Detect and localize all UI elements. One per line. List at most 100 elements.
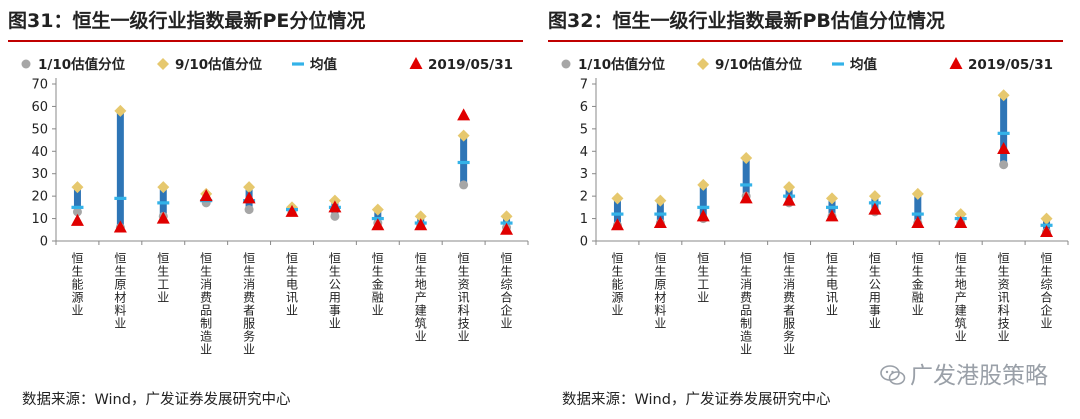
y-tick-label: 6 <box>580 100 588 115</box>
data-point <box>611 212 624 216</box>
data-point <box>825 209 839 222</box>
data-point <box>868 202 882 215</box>
category-label: 恒生能源业 <box>71 252 83 318</box>
legend-label: 2019/05/31 <box>968 57 1053 73</box>
data-point <box>610 218 624 231</box>
range-bar <box>914 193 922 224</box>
data-point <box>696 209 710 222</box>
data-point <box>654 194 667 207</box>
data-point <box>71 181 84 194</box>
data-point <box>330 211 340 221</box>
legend-label: 均值 <box>310 56 337 73</box>
category-label: 恒生资讯科技业 <box>998 252 1010 344</box>
data-point <box>782 193 796 206</box>
legend: 1/10估值分位 9/10估值分位 均值 2019/05/31 <box>561 56 1053 73</box>
category-label: 恒生消费品制造业 <box>200 252 212 357</box>
data-point <box>285 204 299 217</box>
legend-label: 均值 <box>850 56 878 73</box>
category-label: 恒生金融业 <box>912 252 924 318</box>
legend-item: 均值 <box>292 56 337 73</box>
data-point <box>997 142 1011 155</box>
y-tick-label: 50 <box>31 122 48 137</box>
data-point <box>70 213 84 226</box>
category-label: 恒生消费品制造业 <box>740 252 752 357</box>
figure-title: 图32：恒生一级行业指数最新PB估值分位情况 <box>548 10 945 32</box>
data-point <box>611 192 624 205</box>
data-point <box>500 222 514 235</box>
data-point <box>157 201 170 205</box>
range-bar <box>116 110 124 228</box>
category-label: 恒生原材料业 <box>654 252 666 331</box>
figure-title: 图31：恒生一级行业指数最新PE分位情况 <box>8 10 366 32</box>
data-point <box>244 205 254 215</box>
data-point <box>783 181 796 194</box>
pe-percentile-chart: 1/10估值分位 9/10估值分位 均值 2019/05/31 0 10 20 30 40 50 6… <box>21 56 529 357</box>
data-point <box>654 212 667 216</box>
data-point <box>697 178 710 191</box>
range-bar <box>613 198 621 226</box>
data-point <box>999 160 1009 170</box>
category-label: 恒生消费者服务业 <box>783 252 795 357</box>
legend-label: 9/10估值分位 <box>175 56 263 73</box>
legend-marker <box>561 59 571 69</box>
legend-item: 1/10估值分位 <box>561 56 666 73</box>
data-point <box>1040 225 1054 238</box>
data-point <box>328 200 342 213</box>
data-point <box>459 180 469 190</box>
data-point <box>414 210 427 223</box>
category-label: 恒生综合企业 <box>501 252 513 331</box>
data-point <box>954 216 968 229</box>
pb-percentile-chart: 1/10估值分位 9/10估值分位 均值 2019/05/31 0 1 2 3 4 5 6 7 恒生能源… <box>561 56 1069 357</box>
pe-figure-panel: 图31：恒生一级行业指数最新PE分位情况 1/10估值分位 9/10估值分位 均值 2… <box>8 0 538 419</box>
data-point <box>997 131 1010 135</box>
figure-source: 数据来源：Wind，广发证券发展研究中心 <box>562 392 831 408</box>
data-point <box>826 205 838 209</box>
data-point <box>911 187 924 200</box>
legend-item: 2019/05/31 <box>949 57 1053 73</box>
data-point <box>500 210 513 223</box>
range-bar <box>73 187 81 212</box>
title-divider <box>8 40 523 42</box>
y-tick-label: 0 <box>40 235 48 250</box>
data-point <box>371 203 384 216</box>
data-point <box>72 207 82 217</box>
data-point <box>113 220 127 233</box>
data-point <box>199 189 213 202</box>
legend-marker <box>409 57 423 69</box>
y-tick-label: 20 <box>31 190 48 205</box>
category-label: 恒生综合企业 <box>1041 252 1053 331</box>
data-point <box>740 183 753 187</box>
legend-item: 2019/05/31 <box>409 57 513 73</box>
data-point <box>457 160 470 165</box>
category-label: 恒生地产建筑业 <box>955 252 967 344</box>
category-label: 恒生金融业 <box>372 252 384 318</box>
y-tick-label: 10 <box>31 212 48 227</box>
category-label: 恒生原材料业 <box>114 252 126 331</box>
data-point <box>156 211 170 224</box>
legend-label: 9/10估值分位 <box>715 56 803 73</box>
data-point <box>1040 212 1053 225</box>
category-label: 恒生消费者服务业 <box>243 252 255 357</box>
y-tick-label: 1 <box>580 212 588 227</box>
range-bar <box>1000 95 1008 165</box>
category-label: 恒生电讯业 <box>826 252 838 318</box>
data-point <box>997 89 1010 102</box>
y-tick-label: 30 <box>31 167 48 182</box>
y-tick-label: 2 <box>580 190 588 205</box>
data-point <box>114 104 127 117</box>
data-point <box>457 108 471 121</box>
legend-item: 1/10估值分位 <box>21 56 126 73</box>
range-bar <box>460 135 468 185</box>
legend-item: 均值 <box>832 56 878 73</box>
data-point <box>868 190 881 203</box>
wechat-icon <box>880 365 906 385</box>
legend-item: 9/10估值分位 <box>157 56 263 73</box>
legend-label: 1/10估值分位 <box>38 56 126 73</box>
data-point <box>740 152 753 165</box>
category-label: 恒生工业 <box>157 252 169 305</box>
legend-marker <box>21 59 31 69</box>
pb-figure-panel: 图32：恒生一级行业指数最新PB估值分位情况 1/10估值分位 9/10估值分位 均… <box>548 0 1078 419</box>
y-tick-label: 0 <box>580 235 588 250</box>
series-triangle <box>610 142 1054 238</box>
legend-marker <box>949 57 963 69</box>
